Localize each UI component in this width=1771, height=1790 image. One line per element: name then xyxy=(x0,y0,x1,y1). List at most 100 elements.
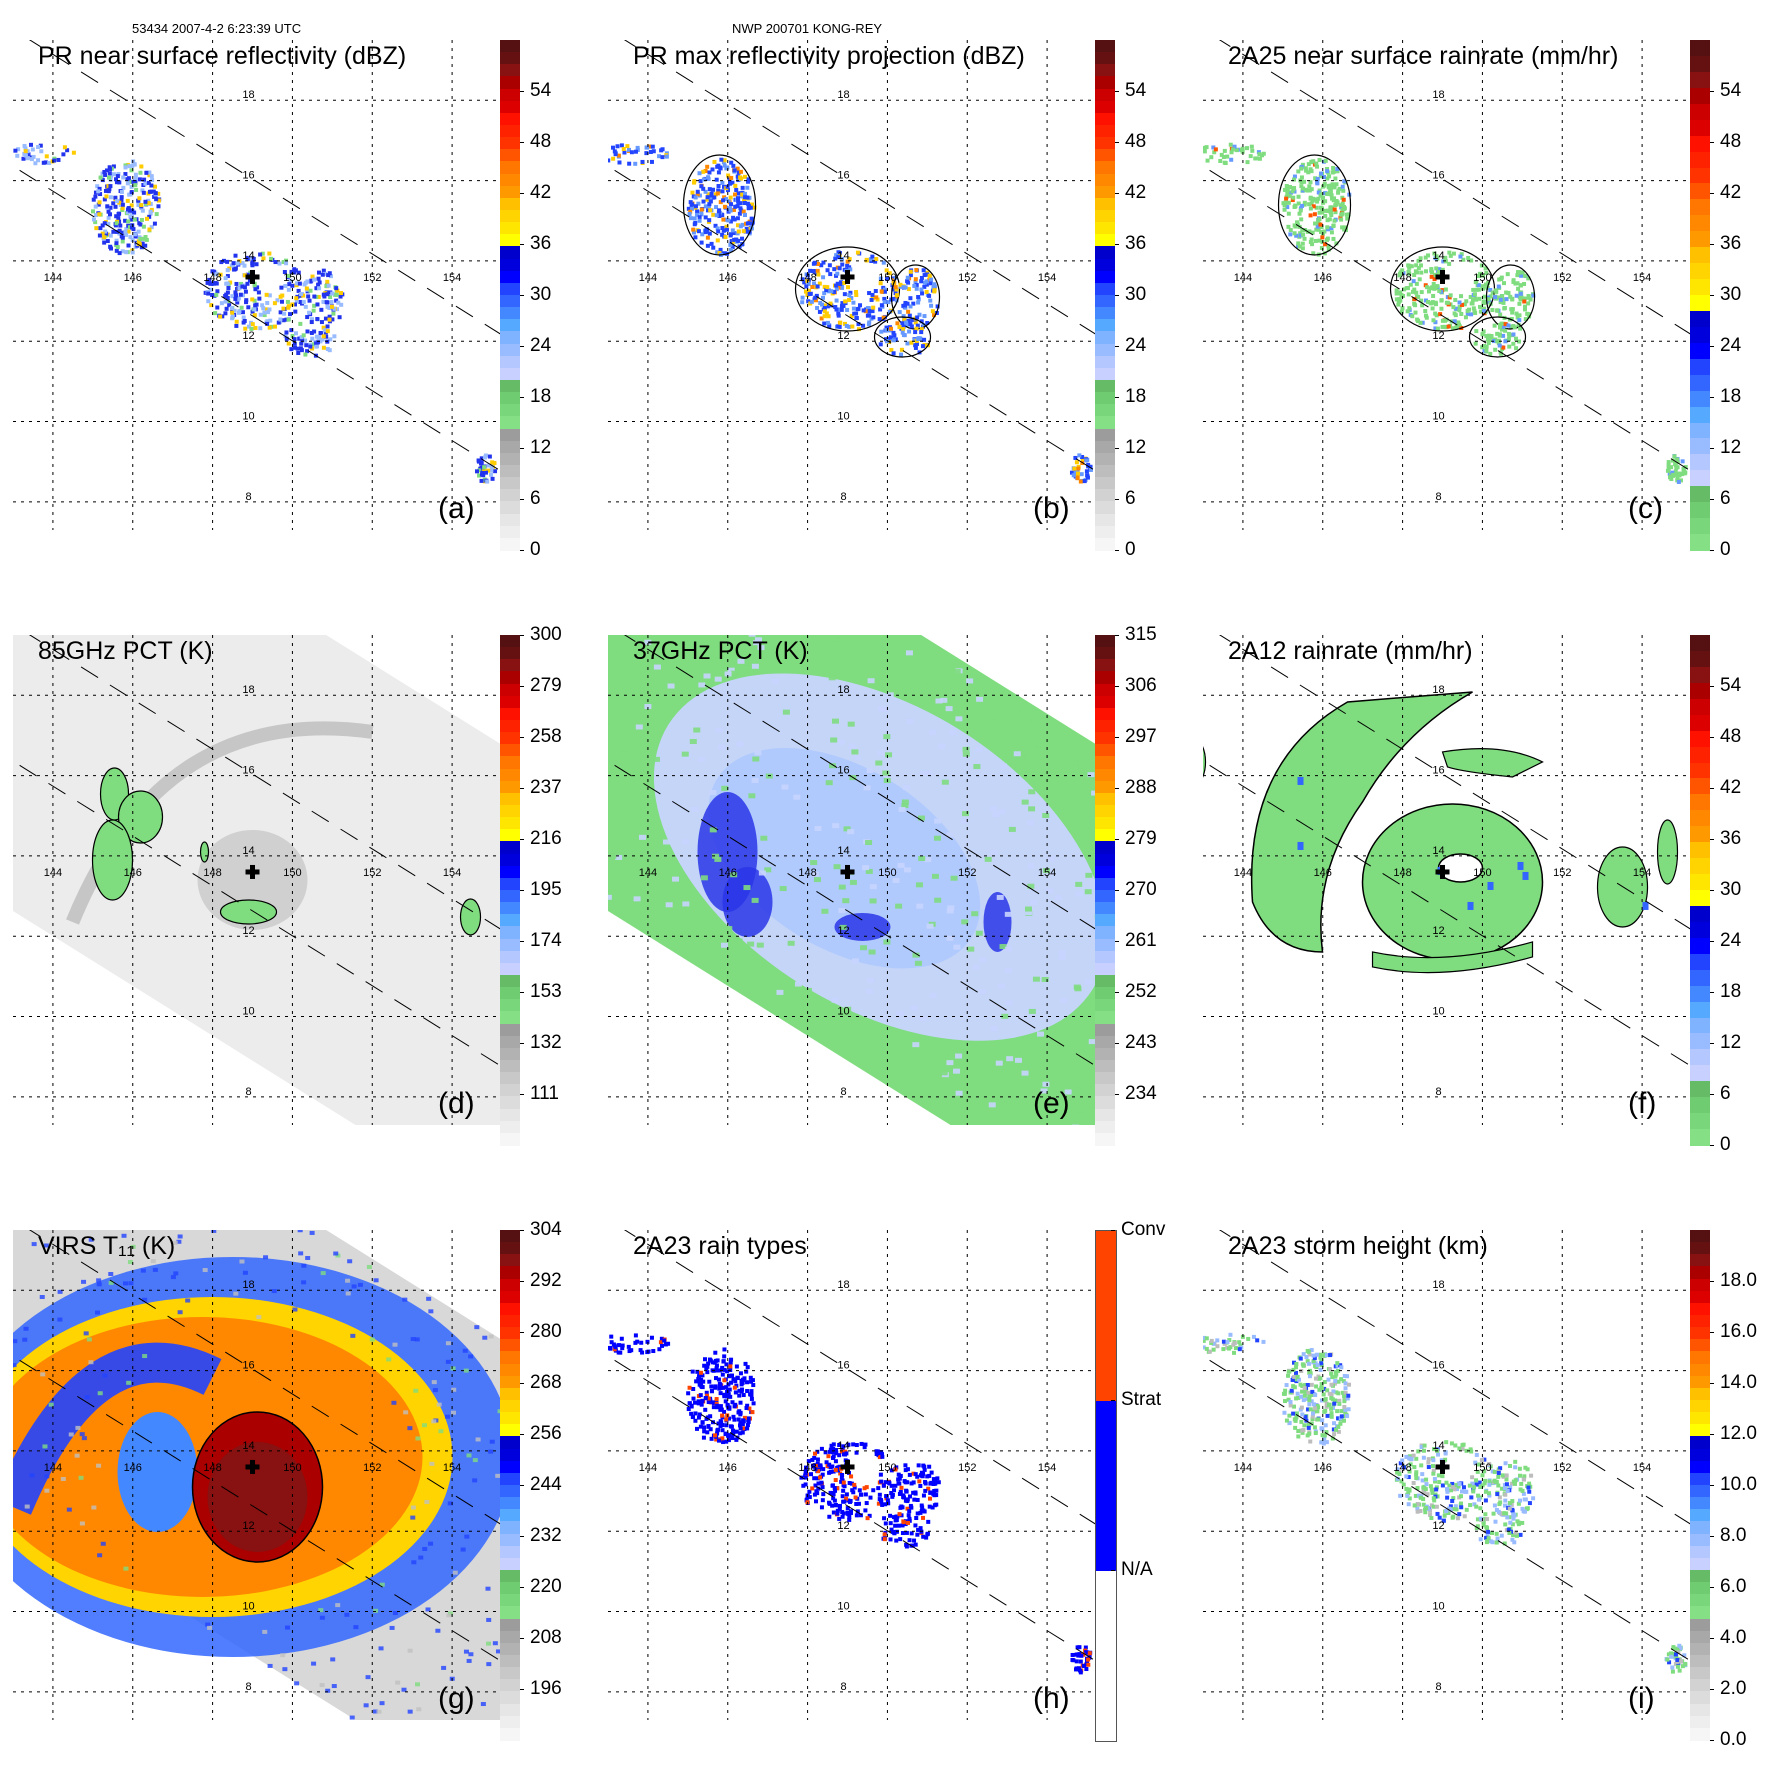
colorbar-segment xyxy=(1690,651,1710,668)
colorbar-segment xyxy=(500,101,520,114)
colorbar-segment xyxy=(1095,465,1115,478)
colorbar xyxy=(1690,635,1710,1145)
colorbar-segment xyxy=(500,489,520,502)
lon-tick-label: 146 xyxy=(1314,867,1332,879)
colorbar-segment xyxy=(1095,271,1115,284)
panel-title: PR max reflectivity projection (dBZ) xyxy=(633,42,1025,71)
lat-tick-label: 14 xyxy=(837,250,849,262)
colorbar-segment xyxy=(1690,1631,1710,1644)
lat-tick-label: 14 xyxy=(242,845,254,857)
panel-label: (d) xyxy=(438,1087,475,1121)
lat-tick-label: 16 xyxy=(837,1360,849,1372)
colorbar-segment xyxy=(1690,1388,1710,1401)
colorbar-segment xyxy=(1095,113,1115,126)
colorbar-segment xyxy=(1095,380,1115,393)
colorbar-segment xyxy=(500,1351,520,1364)
colorbar-segment xyxy=(1690,1594,1710,1607)
colorbar-segment xyxy=(1095,538,1115,551)
colorbar-segment xyxy=(500,1109,520,1122)
panel-title: 37GHz PCT (K) xyxy=(633,637,808,666)
colorbar-segment xyxy=(500,878,520,891)
colorbar xyxy=(1095,1230,1117,1742)
colorbar-tick-label: 220 xyxy=(530,1576,562,1598)
colorbar-tick-label: 42 xyxy=(1125,182,1146,204)
panel-title: 2A23 storm height (km) xyxy=(1228,1232,1488,1261)
colorbar-segment xyxy=(500,1704,520,1717)
colorbar-segment xyxy=(1095,939,1115,952)
colorbar-segment xyxy=(1690,1436,1710,1449)
colorbar-segment xyxy=(1095,404,1115,417)
lat-tick-label: 14 xyxy=(242,250,254,262)
colorbar-segment xyxy=(500,999,520,1012)
lon-tick-label: 154 xyxy=(1633,272,1651,284)
colorbar-segment xyxy=(500,453,520,466)
colorbar-segment xyxy=(500,186,520,199)
colorbar-segment xyxy=(1690,1679,1710,1692)
lat-tick-label: 14 xyxy=(1432,1440,1444,1452)
colorbar-segment xyxy=(1690,311,1710,328)
colorbar xyxy=(1095,40,1115,550)
lon-tick-label: 148 xyxy=(1393,1462,1411,1474)
colorbar-segment xyxy=(1095,744,1115,757)
colorbar-tick-label: 30 xyxy=(1125,284,1146,306)
lat-tick-label: 10 xyxy=(837,1601,849,1613)
colorbar-segment xyxy=(500,441,520,454)
colorbar-segment xyxy=(500,1121,520,1134)
colorbar-segment xyxy=(1690,1485,1710,1498)
colorbar-segment xyxy=(500,283,520,296)
colorbar xyxy=(500,635,520,1145)
lon-tick-label: 148 xyxy=(1393,867,1411,879)
swath-edge xyxy=(0,40,502,550)
lon-tick-label: 152 xyxy=(958,1462,976,1474)
lat-tick-label: 14 xyxy=(242,1440,254,1452)
lat-tick-label: 12 xyxy=(1432,925,1444,937)
lat-tick-label: 12 xyxy=(1432,330,1444,342)
colorbar-segment xyxy=(500,1024,520,1037)
lon-tick-label: 152 xyxy=(363,867,381,879)
lat-tick-label: 16 xyxy=(1432,1360,1444,1372)
colorbar-segment xyxy=(500,1449,520,1462)
colorbar-tick-label: 6 xyxy=(1125,488,1136,510)
colorbar-segment xyxy=(1095,805,1115,818)
colorbar-tick-label: 195 xyxy=(530,879,562,901)
colorbar-tick-label: 196 xyxy=(530,1678,562,1700)
colorbar-segment xyxy=(500,1509,520,1522)
colorbar-segment xyxy=(500,1230,520,1243)
colorbar-segment xyxy=(500,1582,520,1595)
colorbar-tick-label: 216 xyxy=(530,828,562,850)
colorbar-segment xyxy=(1690,922,1710,939)
lat-tick-label: 18 xyxy=(1432,1279,1444,1291)
colorbar-segment xyxy=(1095,781,1115,794)
colorbar-segment xyxy=(1690,1254,1710,1267)
colorbar-segment xyxy=(1095,756,1115,769)
colorbar-segment xyxy=(500,1315,520,1328)
colorbar-segment xyxy=(500,708,520,721)
colorbar-segment xyxy=(500,841,520,854)
lon-tick-label: 148 xyxy=(798,1462,816,1474)
lat-tick-label: 18 xyxy=(1432,684,1444,696)
colorbar-segment xyxy=(500,52,520,65)
lon-tick-label: 148 xyxy=(203,1462,221,1474)
panel-title: VIRS T₁₁ (K) xyxy=(38,1232,175,1261)
colorbar-segment xyxy=(1095,429,1115,442)
colorbar-segment xyxy=(1690,1364,1710,1377)
lon-tick-label: 154 xyxy=(1038,867,1056,879)
storm-name-header: NWP 200701 KONG-REY xyxy=(732,21,882,36)
colorbar-segment xyxy=(500,113,520,126)
lon-tick-label: 150 xyxy=(283,867,301,879)
lon-tick-label: 152 xyxy=(958,867,976,879)
colorbar-segment xyxy=(500,271,520,284)
colorbar-segment xyxy=(500,781,520,794)
colorbar-segment xyxy=(1690,1473,1710,1486)
colorbar-segment xyxy=(500,939,520,952)
lat-tick-label: 18 xyxy=(242,1279,254,1291)
colorbar-segment xyxy=(1690,534,1710,551)
colorbar-segment xyxy=(1690,1049,1710,1066)
colorbar-segment xyxy=(1095,89,1115,102)
colorbar-segment xyxy=(1690,826,1710,843)
colorbar-segment xyxy=(1095,477,1115,490)
colorbar-segment xyxy=(500,696,520,709)
colorbar-segment xyxy=(1690,810,1710,827)
